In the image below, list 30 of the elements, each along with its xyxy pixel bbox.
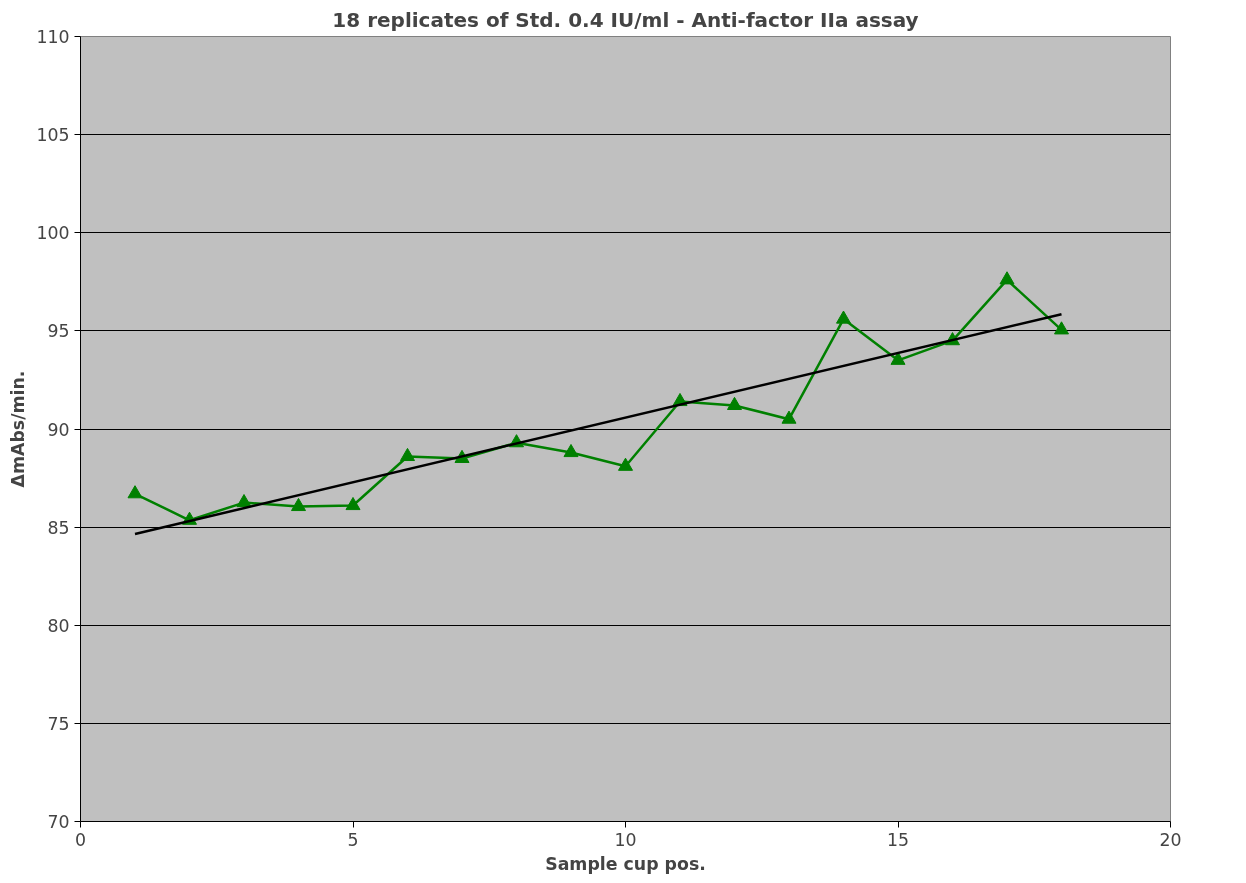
point — [127, 485, 143, 499]
x-tick-label: 5 — [347, 829, 359, 850]
y-tick-label: 90 — [47, 419, 70, 440]
point — [400, 447, 415, 462]
y-tick-label: 100 — [36, 223, 70, 244]
point — [999, 271, 1015, 285]
y-tick-label: 75 — [47, 713, 70, 734]
y-tick-label: 80 — [47, 615, 70, 636]
y-axis-title: ΔmAbs/min. — [8, 370, 29, 488]
x-tick-label: 0 — [74, 829, 87, 850]
point — [618, 457, 633, 471]
point — [236, 494, 252, 508]
y-tick-label: 70 — [47, 812, 70, 832]
y-tick-label: 95 — [47, 321, 70, 342]
point — [890, 351, 906, 365]
x-tick-label: 15 — [886, 829, 910, 850]
point — [345, 496, 361, 511]
point — [781, 410, 797, 424]
point — [1054, 321, 1069, 335]
y-tick-label: 85 — [47, 517, 70, 538]
point — [291, 497, 306, 512]
chart-title: 18 replicates of Std. 0.4 IU/ml - Anti-factor IIa assay — [332, 7, 919, 32]
x-tick-label: 10 — [614, 829, 637, 850]
x-tick-label: 20 — [1159, 829, 1182, 850]
y-tick-label: 105 — [36, 125, 70, 146]
y-tick-label: 110 — [36, 27, 70, 47]
point — [836, 310, 851, 324]
x-axis-title: Sample cup pos. — [545, 853, 706, 874]
point — [727, 396, 742, 410]
point — [563, 443, 579, 458]
